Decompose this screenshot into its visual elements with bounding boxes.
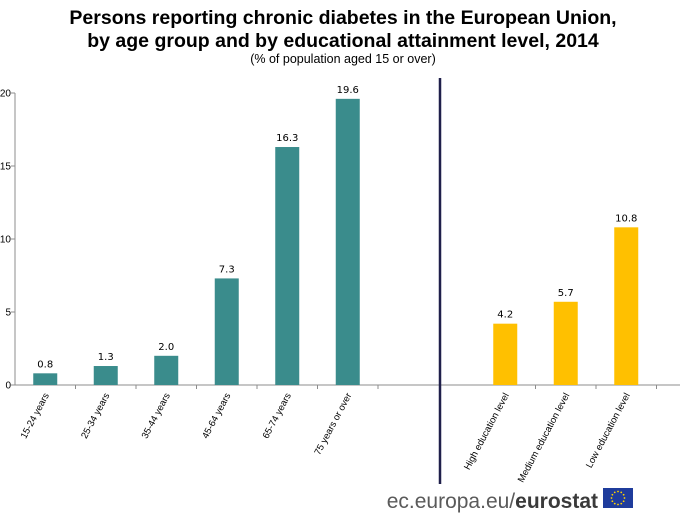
eu-flag-star: [611, 500, 614, 503]
chart-title-line2: by age group and by educational attainme…: [87, 30, 599, 52]
category-labels-layer: 15-24 years 25-34 years 35-44 years 45-64 y…: [19, 385, 657, 485]
bar: [493, 323, 518, 385]
footer-site: ec.europa.eu/: [387, 490, 516, 513]
y-tick-label: 5: [5, 308, 11, 319]
footer-logo: ec.europa.eu/eurostat: [387, 488, 633, 513]
y-tick-label: 15: [0, 162, 11, 173]
eu-flag-star: [613, 491, 616, 494]
bar-value-label: 5.7: [558, 288, 574, 299]
eu-flag-star: [623, 497, 626, 499]
y-tick-label: 10: [0, 235, 11, 246]
footer-text: ec.europa.eu/eurostat: [387, 490, 598, 513]
bar-value-label: 19.6: [337, 85, 359, 96]
chart-title-line1: Persons reporting chronic diabetes in th…: [69, 7, 616, 29]
eu-flag-star: [622, 493, 625, 496]
chart-subtitle: (% of population aged 15 or over): [250, 52, 436, 66]
eu-flag-star: [622, 500, 625, 503]
bar: [214, 278, 239, 385]
eu-flag-star: [620, 491, 623, 494]
eu-flag-star: [617, 503, 619, 506]
category-label: High education level: [462, 391, 512, 472]
bar-value-label: 10.8: [615, 213, 637, 224]
eu-flag-field: [603, 488, 633, 508]
data-labels-layer: 0.8 1.3 2.0 7.3 16.3 19.6 4.2 5.7 10.8: [37, 85, 637, 370]
eu-flag-star: [617, 490, 619, 493]
category-label: 25-34 years: [79, 391, 112, 441]
bar-value-label: 16.3: [276, 133, 298, 144]
bar: [93, 366, 118, 385]
eu-flag-star: [610, 497, 613, 499]
category-label: 65-74 years: [261, 391, 294, 441]
eu-flag-star: [611, 493, 614, 496]
bar-value-label: 1.3: [98, 352, 114, 363]
y-tick-label: 0: [5, 381, 11, 392]
bar: [154, 355, 179, 385]
category-label: 45-64 years: [200, 391, 233, 441]
bar-value-label: 2.0: [158, 342, 174, 353]
bar-value-label: 0.8: [37, 359, 53, 370]
category-label: Medium education level: [516, 391, 573, 484]
bars-layer: [33, 98, 639, 385]
category-label: 35-44 years: [140, 391, 173, 441]
footer-brand: eurostat: [515, 490, 598, 513]
bar: [553, 301, 578, 385]
bar-value-label: 7.3: [219, 264, 235, 275]
category-label: 15-24 years: [19, 391, 52, 441]
category-label: 75 years or over: [312, 391, 354, 457]
eu-flag-star: [613, 502, 616, 505]
eu-flag-icon: [603, 488, 633, 508]
bar: [614, 227, 639, 385]
y-tick-label: 20: [0, 89, 11, 100]
bar: [335, 98, 360, 385]
bar: [33, 373, 58, 385]
bar: [275, 147, 300, 385]
category-label: Low education level: [584, 391, 633, 470]
bar-value-label: 4.2: [497, 310, 513, 321]
eu-flag-star: [620, 502, 623, 505]
